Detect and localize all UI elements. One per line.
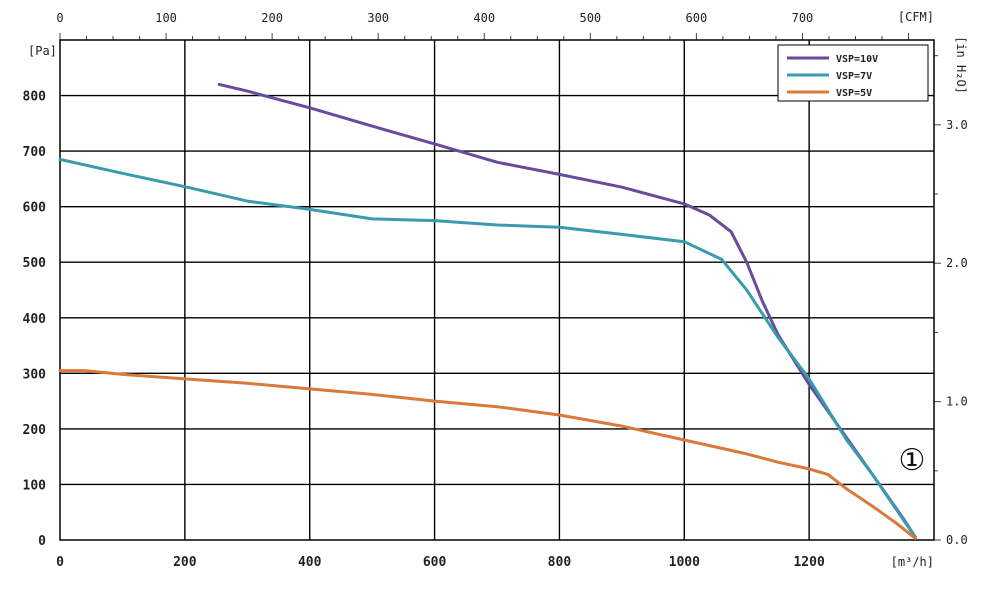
plot-area-frame — [59, 39, 935, 541]
series-lines — [58, 82, 917, 540]
legend: VSP=10V VSP=7V VSP=5V — [777, 44, 929, 102]
x-tick-label-bottom: 1200 — [793, 555, 824, 570]
x-tick-label-top: 500 — [579, 11, 601, 25]
y-tick-label-right: 2.0 — [946, 256, 968, 270]
x-tick-label-top: 200 — [261, 11, 283, 25]
x-tick-label-top: 100 — [155, 11, 177, 25]
series-line-3 — [58, 369, 917, 540]
y-tick-label-left: 700 — [23, 145, 47, 160]
grid-lines — [60, 40, 934, 540]
y-tick-label-left: 400 — [23, 312, 47, 327]
tick-labels: 0 200 400 600 800 1000 12000100200300400500600… — [23, 11, 968, 570]
y-tick-label-left: 0 — [38, 534, 46, 549]
x-tick-label-top: 0 — [56, 11, 63, 25]
y-tick-label-left: 500 — [23, 256, 47, 271]
x-tick-label-bottom: 0 — [56, 555, 64, 570]
legend-items: VSP=10V VSP=7V VSP=5V — [787, 54, 878, 99]
x-tick-label-bottom: 600 — [423, 555, 447, 570]
x-tick-label-bottom: 400 — [298, 555, 322, 570]
legend-label: VSP=5V — [836, 88, 872, 99]
y-tick-label-left: 800 — [23, 90, 47, 105]
unit-label-bottom-right: [m³/h] — [891, 555, 934, 569]
y-tick-label-right: 3.0 — [946, 118, 968, 132]
unit-label-top-right: [CFM] — [898, 10, 934, 24]
curve-marker: ① — [899, 443, 926, 478]
y-tick-label-left: 200 — [23, 423, 47, 438]
y-tick-label-right: 0.0 — [946, 533, 968, 547]
unit-label-left: [Pa] — [28, 44, 57, 58]
y-tick-label-left: 300 — [23, 367, 47, 382]
x-tick-label-bottom: 1000 — [669, 555, 700, 570]
y-tick-label-right: 1.0 — [946, 395, 968, 409]
x-tick-label-bottom: 800 — [548, 555, 572, 570]
x-tick-label-top: 400 — [473, 11, 495, 25]
x-tick-label-bottom: 200 — [173, 555, 197, 570]
x-tick-label-top: 700 — [792, 11, 814, 25]
y-tick-label-left: 100 — [23, 478, 47, 493]
minor-ticks — [59, 33, 941, 541]
y-tick-label-left: 600 — [23, 201, 47, 216]
series-line-2 — [58, 157, 917, 539]
legend-label: VSP=7V — [836, 71, 872, 82]
x-tick-label-top: 300 — [367, 11, 389, 25]
x-tick-label-top: 600 — [686, 11, 708, 25]
unit-label-right: [in H₂O] — [954, 36, 968, 94]
curve-marker-label: ① — [899, 443, 926, 478]
legend-label: VSP=10V — [836, 54, 878, 65]
